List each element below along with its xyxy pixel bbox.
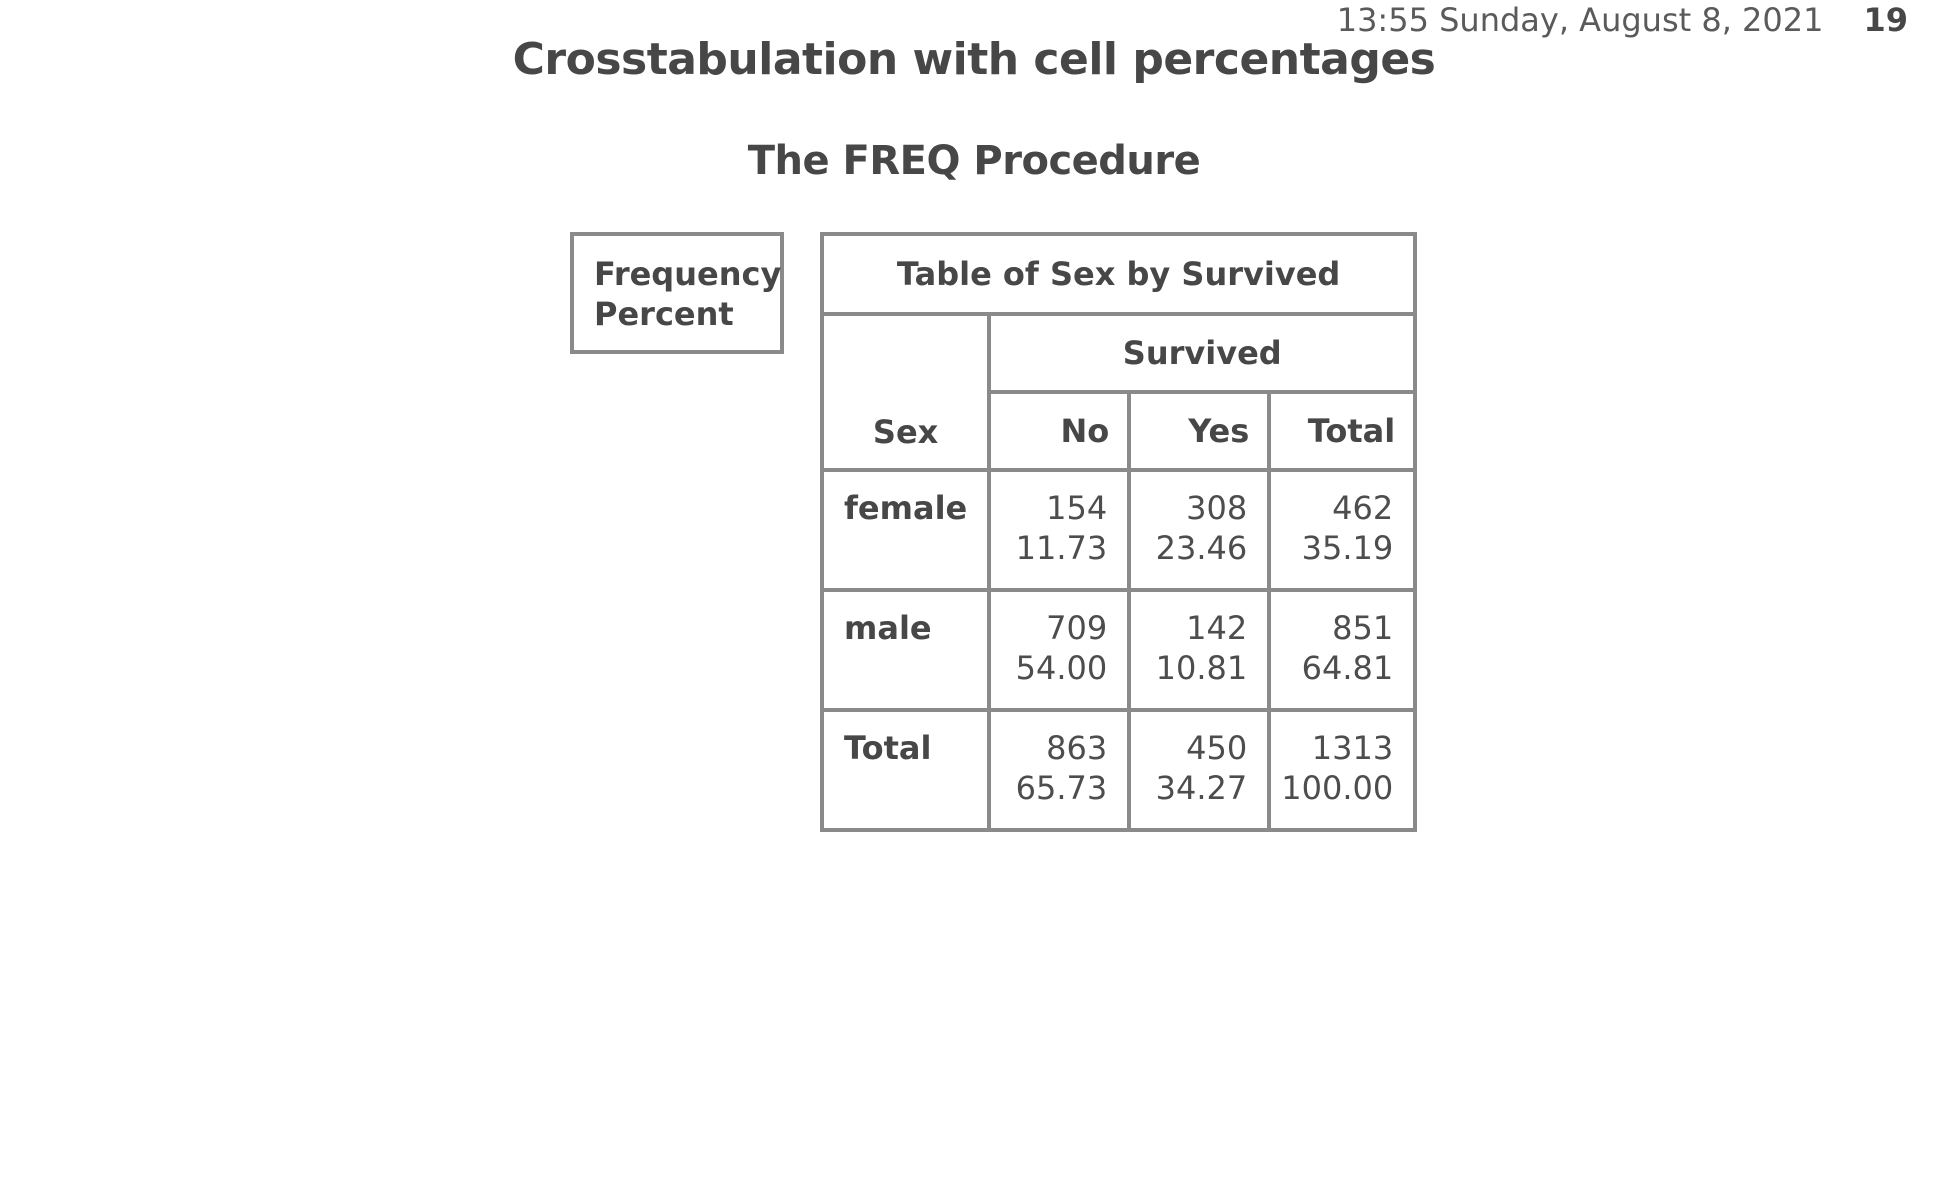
percent-value: 34.27 xyxy=(1155,769,1248,807)
percent-value: 23.46 xyxy=(1155,529,1248,567)
percent-value: 100.00 xyxy=(1281,769,1394,807)
row-variable-header: Sex xyxy=(819,312,992,472)
table-row-male: male 709 54.00 142 10.81 851 64.81 xyxy=(819,588,1418,712)
cell-female-total: 462 35.19 xyxy=(1267,468,1418,592)
page-number: 19 xyxy=(1863,1,1908,39)
frequency-value: 154 xyxy=(1046,489,1108,527)
percent-value: 35.19 xyxy=(1301,529,1394,567)
frequency-value: 308 xyxy=(1186,489,1248,527)
frequency-value: 450 xyxy=(1186,729,1248,767)
cell-total-no: 863 65.73 xyxy=(987,708,1132,832)
column-variable-header: Survived xyxy=(987,312,1418,394)
cell-male-yes: 142 10.81 xyxy=(1127,588,1272,712)
page-header: 13:55 Sunday, August 8, 2021 19 xyxy=(1337,0,1908,40)
row-label-female: female xyxy=(819,468,992,592)
percent-value: 10.81 xyxy=(1155,649,1248,687)
cell-male-no: 709 54.00 xyxy=(987,588,1132,712)
frequency-value: 851 xyxy=(1332,609,1394,647)
procedure-title: The FREQ Procedure xyxy=(747,138,1201,184)
cell-female-yes: 308 23.46 xyxy=(1127,468,1272,592)
percent-value: 65.73 xyxy=(1015,769,1108,807)
table-row-female: female 154 11.73 308 23.46 462 35.19 xyxy=(819,468,1418,592)
percent-value: 11.73 xyxy=(1015,529,1108,567)
table-title-row: Table of Sex by Survived xyxy=(819,232,1418,316)
column-variable-row: Sex Survived xyxy=(819,312,1418,472)
cell-total-yes: 450 34.27 xyxy=(1127,708,1272,832)
frequency-value: 709 xyxy=(1046,609,1108,647)
frequency-value: 142 xyxy=(1186,609,1248,647)
page-title: Crosstabulation with cell percentages xyxy=(512,34,1436,85)
frequency-value: 1313 xyxy=(1311,729,1394,767)
timestamp: 13:55 Sunday, August 8, 2021 xyxy=(1336,1,1824,39)
table-title: Table of Sex by Survived xyxy=(819,232,1418,316)
column-header-total: Total xyxy=(1267,390,1418,472)
percent-value: 54.00 xyxy=(1015,649,1108,687)
row-label-male: male xyxy=(819,588,992,712)
frequency-value: 863 xyxy=(1046,729,1108,767)
column-headers-row: No Yes Total xyxy=(822,390,1418,472)
crosstab-table: Table of Sex by Survived Sex Survived No… xyxy=(819,232,1418,832)
column-header-yes: Yes xyxy=(1127,390,1272,472)
legend-percent-label: Percent xyxy=(594,295,734,333)
column-header-no: No xyxy=(987,390,1132,472)
frequency-value: 462 xyxy=(1332,489,1394,527)
legend-frequency-label: Frequency xyxy=(594,255,782,293)
percent-value: 64.81 xyxy=(1301,649,1394,687)
table-row-total: Total 863 65.73 450 34.27 1313 100.00 xyxy=(819,708,1418,832)
cell-female-no: 154 11.73 xyxy=(987,468,1132,592)
row-label-total: Total xyxy=(819,708,992,832)
cell-total-total: 1313 100.00 xyxy=(1267,708,1418,832)
cell-male-total: 851 64.81 xyxy=(1267,588,1418,712)
cell-contents-legend: Frequency Percent xyxy=(570,232,784,354)
